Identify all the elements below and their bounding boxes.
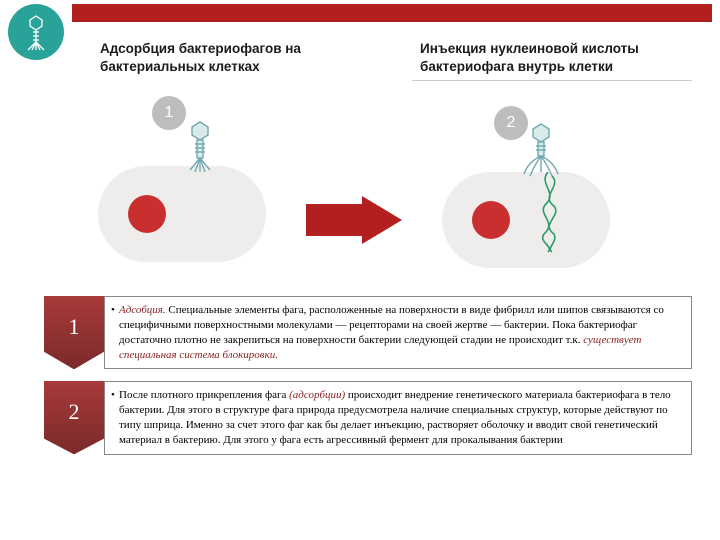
phage-icon [14,10,58,54]
text-content-1: • Адсобция. Специальные элементы фага, р… [104,296,692,369]
bacterium-cell-1 [98,166,266,262]
textboxes: 1 • Адсобция. Специальные элементы фага,… [44,296,692,455]
textbox-2: 2 • После плотного прикрепления фага (ад… [44,381,692,454]
heading-right: Инъекция нуклеиновой кислоты бактериофаг… [420,40,700,75]
text1-lead: Адсобция. [119,304,166,316]
text2-pre: После плотного прикрепления фага [119,389,289,401]
phage-injecting [516,122,566,180]
top-bar [72,4,712,22]
illustration-area: 1 2 [80,92,680,282]
phage-attached [180,120,220,176]
dna-strand [528,172,568,254]
arrow-icon [306,196,402,244]
chevron-2: 2 [44,381,104,454]
chevron-num-2: 2 [69,399,80,425]
text-content-2: • После плотного прикрепления фага (адсо… [104,381,692,454]
chevron-num-1: 1 [69,314,80,340]
heading-left: Адсорбция бактериофагов на бактериальных… [100,40,380,75]
phage-badge-icon [8,4,64,60]
bacterium-cell-2 [442,172,610,268]
textbox-1: 1 • Адсобция. Специальные элементы фага,… [44,296,692,369]
divider-line [412,80,692,81]
chevron-1: 1 [44,296,104,369]
text2-em: (адсорбции) [289,389,345,401]
